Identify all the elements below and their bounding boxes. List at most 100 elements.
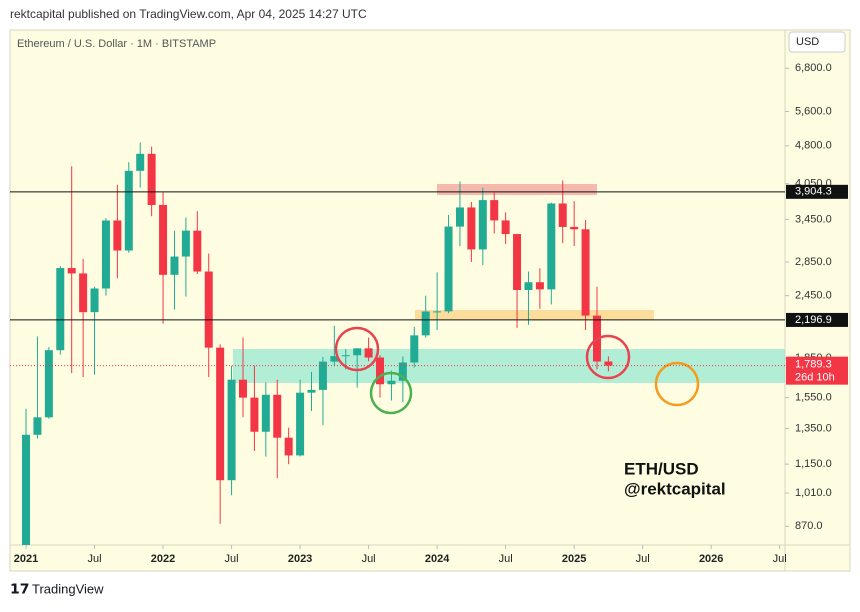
- candle-body: [204, 271, 213, 348]
- last-price-box: [786, 356, 848, 385]
- candle-body: [216, 347, 225, 481]
- candle-body: [581, 229, 590, 316]
- candle-body: [501, 220, 510, 235]
- countdown: 26d 10h: [795, 372, 835, 384]
- candle-body: [56, 268, 65, 351]
- x-tick-label: 2022: [151, 553, 175, 565]
- candle-body: [227, 379, 236, 481]
- candle-body: [273, 394, 282, 438]
- x-tick-label: 2025: [562, 553, 586, 565]
- candle-body: [455, 207, 464, 227]
- x-tick-label: Jul: [225, 553, 239, 565]
- last-price-label: 1,789.3: [795, 359, 832, 371]
- price-axis: [785, 30, 850, 545]
- candle-body: [250, 397, 259, 432]
- x-tick-label: 2026: [699, 553, 723, 565]
- candle-body: [44, 350, 53, 418]
- y-tick-label: 4,800.0: [795, 140, 832, 152]
- currency: USD: [796, 36, 819, 48]
- candle-body: [296, 392, 305, 456]
- x-tick-label: 2021: [14, 553, 38, 565]
- y-tick-label: 3,450.0: [795, 213, 832, 225]
- candle-body: [101, 220, 110, 289]
- candle-body: [467, 207, 476, 250]
- support-band: [415, 310, 654, 320]
- x-tick-label: 2024: [425, 553, 450, 565]
- level-label-box: [786, 312, 848, 327]
- candle-body: [330, 356, 339, 362]
- candle-body: [124, 170, 133, 251]
- x-tick-label: 2023: [288, 553, 312, 565]
- highlight-circle: [654, 361, 700, 407]
- candle-body: [341, 355, 350, 357]
- x-tick-label: Jul: [773, 553, 787, 565]
- candle-body: [261, 394, 270, 432]
- candle-body: [318, 361, 327, 390]
- candle-body: [513, 234, 522, 290]
- y-tick-label: 870.0: [795, 520, 823, 532]
- candle-body: [433, 311, 442, 313]
- y-tick-label: 1,350.0: [795, 422, 832, 434]
- logo-mark: 𝟭𝟳: [10, 581, 29, 597]
- annotation: @rektcapital: [624, 479, 726, 498]
- header: rektcapital published on TradingView.com…: [10, 7, 367, 21]
- level-label-box: [786, 184, 848, 199]
- candle-body: [90, 288, 99, 313]
- candle-body: [547, 203, 556, 290]
- candle-body: [67, 268, 76, 274]
- plot-background: [10, 30, 785, 545]
- highlight-circle: [334, 326, 380, 372]
- level-label: 3,904.3: [795, 186, 832, 198]
- candle-body: [170, 256, 179, 275]
- time-axis: [10, 545, 850, 571]
- y-tick-label: 1,150.0: [795, 458, 832, 470]
- candle-body: [147, 153, 156, 206]
- annotation: ETH/USD: [624, 459, 699, 478]
- y-tick-label: 2,450.0: [795, 290, 832, 302]
- candle-body: [364, 348, 373, 358]
- x-tick-label: Jul: [499, 553, 513, 565]
- candle-body: [421, 311, 430, 336]
- candle-body: [284, 437, 293, 456]
- level-label: 2,196.9: [795, 314, 832, 326]
- candle-body: [113, 220, 122, 251]
- candle-body: [238, 379, 247, 398]
- candle-body: [79, 273, 88, 313]
- candle-body: [22, 434, 31, 545]
- y-tick-label: 1,010.0: [795, 487, 832, 499]
- candle-body: [193, 230, 202, 272]
- candle-body: [478, 200, 487, 250]
- candle-body: [33, 417, 42, 435]
- candle-body: [604, 361, 613, 366]
- candle-body: [558, 203, 567, 227]
- logo-text: TradingView: [32, 581, 104, 596]
- x-tick-label: Jul: [88, 553, 102, 565]
- candle-body: [307, 389, 316, 393]
- y-tick-label: 1,550.0: [795, 392, 832, 404]
- candle-body: [376, 357, 385, 385]
- highlight-circle: [585, 334, 631, 380]
- resistance-band: [437, 184, 597, 195]
- currency-box: [788, 31, 846, 53]
- y-tick-label: 5,600.0: [795, 105, 832, 117]
- x-tick-label: Jul: [362, 553, 376, 565]
- circles: [334, 326, 700, 415]
- candle-body: [570, 226, 579, 230]
- logo: 𝟭𝟳 TradingView: [10, 581, 104, 597]
- candle-body: [490, 200, 499, 221]
- candle-body: [159, 205, 168, 275]
- frame: [9, 29, 851, 572]
- candle-body: [398, 362, 407, 381]
- chart-title: Ethereum / U.S. Dollar · 1M · BITSTAMP: [17, 38, 216, 50]
- candle-body: [181, 230, 190, 257]
- y-tick-label: 6,800.0: [795, 62, 832, 74]
- candle-body: [353, 348, 362, 356]
- candle-body: [136, 153, 145, 171]
- highlight-circle: [369, 371, 413, 415]
- candle-body: [387, 380, 396, 385]
- x-tick-label: Jul: [636, 553, 650, 565]
- candle-body: [410, 335, 419, 363]
- y-tick-label: 2,850.0: [795, 256, 832, 268]
- candle-body: [524, 282, 533, 290]
